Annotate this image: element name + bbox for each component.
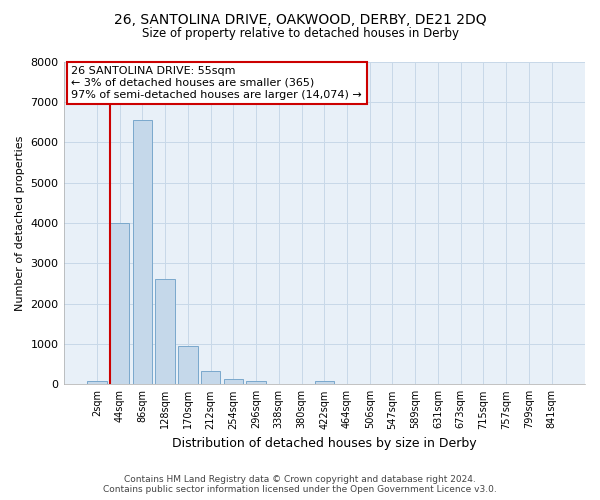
Bar [178, 346, 197, 385]
Bar [247, 382, 266, 384]
Text: Contains HM Land Registry data © Crown copyright and database right 2024.
Contai: Contains HM Land Registry data © Crown c… [103, 474, 497, 494]
Bar [155, 280, 175, 384]
X-axis label: Distribution of detached houses by size in Derby: Distribution of detached houses by size … [172, 437, 476, 450]
Text: 26, SANTOLINA DRIVE, OAKWOOD, DERBY, DE21 2DQ: 26, SANTOLINA DRIVE, OAKWOOD, DERBY, DE2… [113, 12, 487, 26]
Bar [133, 120, 152, 384]
Text: 26 SANTOLINA DRIVE: 55sqm
← 3% of detached houses are smaller (365)
97% of semi-: 26 SANTOLINA DRIVE: 55sqm ← 3% of detach… [71, 66, 362, 100]
Bar [201, 371, 220, 384]
Y-axis label: Number of detached properties: Number of detached properties [15, 135, 25, 310]
Text: Size of property relative to detached houses in Derby: Size of property relative to detached ho… [142, 28, 458, 40]
Bar [314, 380, 334, 384]
Bar [87, 381, 107, 384]
Bar [110, 223, 130, 384]
Bar [224, 379, 243, 384]
